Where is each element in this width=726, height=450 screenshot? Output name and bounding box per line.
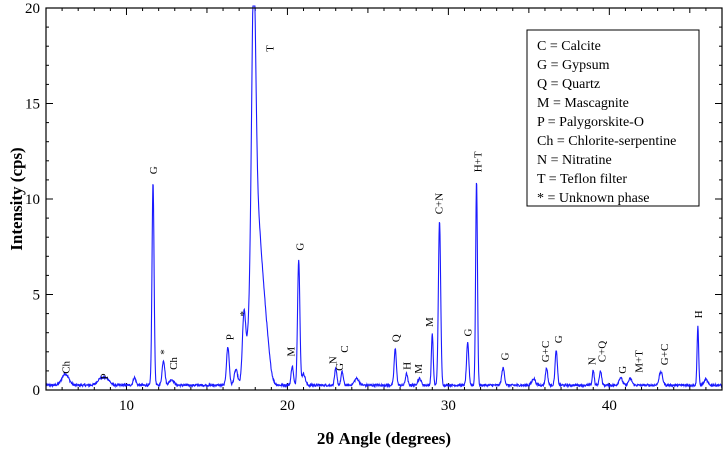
peak-label: G xyxy=(500,352,512,360)
legend-box xyxy=(526,29,700,207)
legend-entries: C = Calcite G = Gypsum Q = Quartz M = Masca… xyxy=(537,39,676,206)
legend-entry: P = Palygorskite-O xyxy=(537,115,644,130)
peak-label: G xyxy=(463,329,475,337)
legend-entry: T = Teflon filter xyxy=(537,172,627,187)
peak-label: N xyxy=(328,356,340,364)
peak-label: T xyxy=(265,45,277,52)
peak-label: G xyxy=(148,166,160,174)
peak-label: * xyxy=(238,311,250,317)
peak-label: C xyxy=(339,345,351,352)
peak-label: M xyxy=(286,347,298,357)
peak-label: C+Q xyxy=(596,341,608,363)
peak-label: M+T xyxy=(633,350,645,373)
peak-label: Q xyxy=(390,334,402,342)
legend: C = Calcite G = Gypsum Q = Quartz M = Masca… xyxy=(526,29,700,207)
legend-entry: G = Gypsum xyxy=(537,58,610,73)
y-tick-labels: 0 5 10 15 20 xyxy=(25,1,40,399)
peak-label: * xyxy=(159,349,171,355)
y-tick-label: 20 xyxy=(25,1,40,17)
peak-label: G+C xyxy=(659,344,671,365)
x-tick-label: 20 xyxy=(280,398,295,414)
peak-label: C+N xyxy=(434,193,446,215)
peak-label: G+C xyxy=(540,341,552,362)
peak-label: G xyxy=(295,243,307,251)
spectrum-line xyxy=(45,5,723,389)
peak-label: M xyxy=(413,364,425,374)
legend-entry: C = Calcite xyxy=(537,39,601,54)
peak-label: Ch xyxy=(168,357,180,370)
y-tick-label: 15 xyxy=(25,97,40,113)
peak-label: P xyxy=(99,373,111,379)
x-tick-label: 40 xyxy=(602,398,617,414)
peak-label: G xyxy=(553,335,565,343)
peak-label: P xyxy=(225,334,237,340)
legend-entry: * = Unknown phase xyxy=(537,191,650,206)
x-axis-label: 2θ Angle (degrees) xyxy=(317,429,451,448)
peak-label: H xyxy=(693,310,705,318)
peak-label: N xyxy=(587,357,599,365)
legend-entry: Ch = Chlorite-serpentine xyxy=(537,134,676,149)
y-tick-label: 10 xyxy=(25,192,40,208)
peak-label: M xyxy=(424,317,436,327)
y-tick-label: 0 xyxy=(33,383,41,399)
x-tick-label: 30 xyxy=(441,398,456,414)
peak-label: G xyxy=(617,366,629,374)
peak-label: G xyxy=(334,363,346,371)
y-axis-label: Intensity (cps) xyxy=(7,147,26,250)
x-tick-label: 10 xyxy=(119,398,134,414)
peak-label: Ch xyxy=(60,360,72,373)
peak-label: H+T xyxy=(472,151,484,172)
plot-frame xyxy=(45,7,723,391)
legend-entry: M = Mascagnite xyxy=(537,96,629,111)
peak-label: H xyxy=(402,362,414,370)
x-tick-labels: 10 20 30 40 xyxy=(119,398,617,414)
legend-entry: Q = Quartz xyxy=(537,77,600,92)
y-tick-label: 5 xyxy=(33,288,41,304)
legend-entry: N = Nitratine xyxy=(537,153,612,168)
